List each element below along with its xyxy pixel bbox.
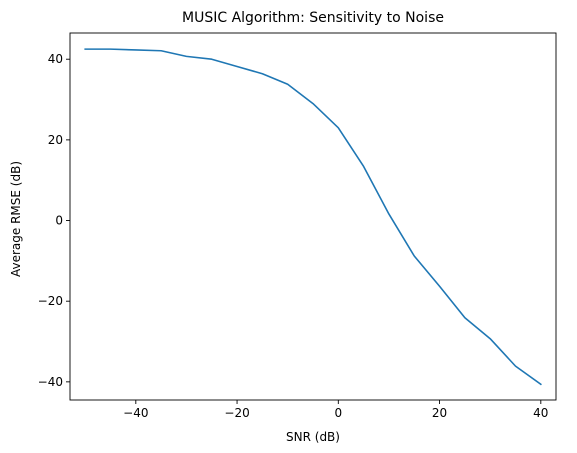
x-tick-label: −40 — [123, 406, 148, 420]
chart-title: MUSIC Algorithm: Sensitivity to Noise — [182, 10, 444, 26]
axes-frame — [69, 32, 557, 401]
x-tick-label: 40 — [533, 406, 548, 420]
series-line-0 — [84, 48, 542, 386]
y-tick-label: −20 — [38, 294, 63, 308]
x-tick-label: −20 — [224, 406, 249, 420]
y-tick-label: −40 — [38, 375, 63, 389]
x-tick-label: 20 — [432, 406, 447, 420]
y-tick-label: 40 — [48, 52, 63, 66]
x-axis-label: SNR (dB) — [286, 430, 340, 444]
x-tick-label: 0 — [334, 406, 342, 420]
y-tick-label: 20 — [48, 133, 63, 147]
y-axis-label: Average RMSE (dB) — [9, 161, 23, 277]
y-tick-label: 0 — [55, 214, 63, 228]
plot-area: −40 −20 0 20 40 −40 −20 0 20 40 — [38, 32, 557, 420]
